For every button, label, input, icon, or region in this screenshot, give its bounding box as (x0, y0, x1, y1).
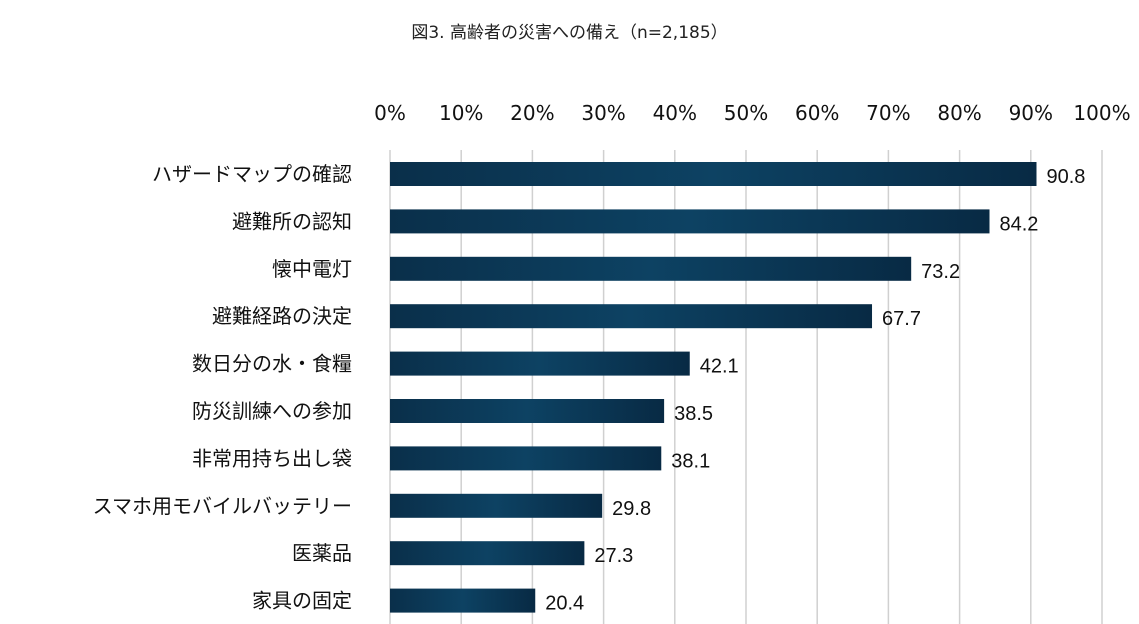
bar (390, 209, 990, 234)
category-label: 家具の固定 (252, 589, 352, 613)
x-tick-label: 50% (724, 101, 768, 125)
category-label: 避難所の認知 (232, 209, 352, 233)
bar (390, 304, 873, 329)
category-label: 懐中電灯 (272, 257, 352, 281)
x-tick-label: 20% (510, 101, 554, 125)
x-tick-label: 40% (653, 101, 697, 125)
bar (390, 351, 690, 376)
x-tick-label: 90% (1009, 101, 1053, 125)
data-label: 29.8 (612, 498, 651, 520)
x-tick-label: 70% (866, 101, 910, 125)
category-label: スマホ用モバイルバッテリー (93, 494, 352, 518)
chart-title: 図3. 高齢者の災害への備え（n=2,185） (411, 23, 728, 43)
x-tick-label: 10% (439, 101, 483, 125)
x-tick-label: 100% (1073, 101, 1130, 125)
data-label: 20.4 (545, 593, 584, 615)
bar (390, 446, 662, 471)
data-label: 90.8 (1046, 166, 1085, 188)
bar (390, 493, 603, 518)
bar (390, 541, 585, 566)
bar (390, 588, 536, 613)
category-label: 非常用持ち出し袋 (192, 446, 352, 470)
data-label: 67.7 (882, 308, 921, 330)
category-label: 数日分の水・食糧 (192, 352, 352, 376)
category-label: 防災訓練への参加 (192, 399, 352, 423)
bar (390, 162, 1037, 186)
x-tick-label: 0% (374, 101, 406, 125)
data-label: 73.2 (921, 261, 960, 283)
bar (390, 399, 665, 423)
x-tick-label: 60% (795, 101, 839, 125)
category-label: 医薬品 (292, 541, 352, 565)
data-label: 84.2 (1000, 213, 1039, 235)
category-label: 避難経路の決定 (212, 304, 352, 328)
data-label: 42.1 (700, 356, 739, 378)
x-tick-label: 30% (581, 101, 625, 125)
data-label: 38.5 (674, 403, 713, 425)
category-label: ハザードマップの確認 (152, 162, 352, 186)
bar (390, 256, 912, 281)
data-label: 38.1 (671, 450, 710, 472)
x-tick-label: 80% (937, 101, 981, 125)
data-label: 27.3 (594, 545, 633, 567)
